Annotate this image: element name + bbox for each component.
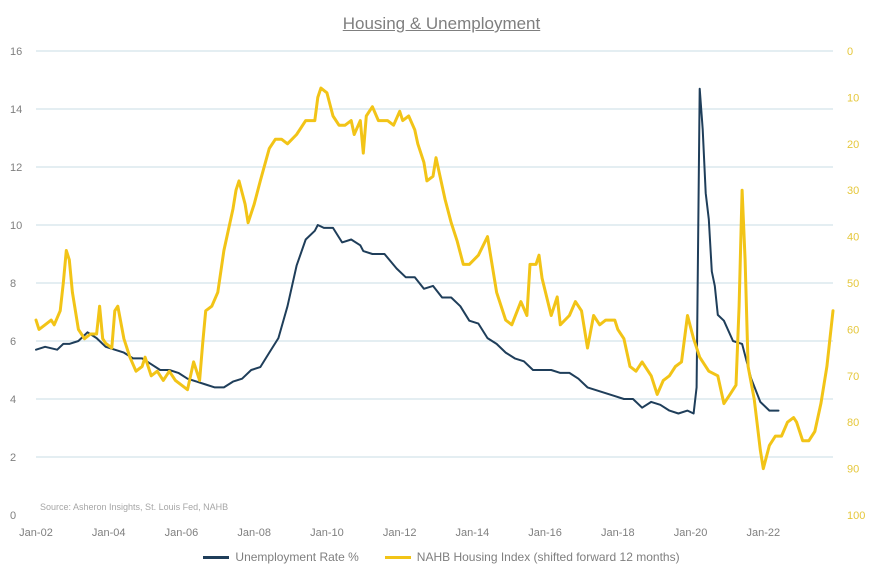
right-tick-label-10: 10: [847, 92, 859, 104]
unemployment-line: [35, 87, 780, 415]
legend-item-nahb: NAHB Housing Index (shifted forward 12 m…: [384, 550, 680, 564]
left-tick-label-16: 16: [10, 46, 22, 58]
x-tick-label-Jan-18: Jan-18: [601, 527, 635, 539]
x-tick-label-Jan-12: Jan-12: [383, 527, 417, 539]
legend-swatch-nahb: [384, 555, 411, 559]
x-tick-label-Jan-16: Jan-16: [528, 527, 562, 539]
x-tick-label-Jan-06: Jan-06: [165, 527, 199, 539]
right-tick-label-70: 70: [847, 371, 859, 383]
left-tick-label-6: 6: [10, 336, 16, 348]
gridlines: [36, 50, 833, 458]
right-tick-label-60: 60: [847, 324, 859, 336]
legend: Unemployment Rate % NAHB Housing Index (…: [0, 550, 883, 564]
right-tick-label-80: 80: [847, 417, 859, 429]
x-tick-label-Jan-04: Jan-04: [92, 527, 126, 539]
right-tick-label-30: 30: [847, 185, 859, 197]
right-axis-ticks: 0 10 20 30 40 50 60 70 80 90 100: [847, 46, 865, 522]
source-note: Source: Asheron Insights, St. Louis Fed,…: [40, 502, 228, 512]
right-tick-label-100: 100: [847, 510, 865, 522]
left-tick-label-2: 2: [10, 452, 16, 464]
left-axis-ticks: 0 2 4 6 8 10 12 14 16: [10, 46, 22, 522]
left-tick-label-12: 12: [10, 162, 22, 174]
left-tick-label-8: 8: [10, 278, 16, 290]
right-tick-label-0: 0: [847, 46, 853, 58]
right-tick-label-50: 50: [847, 278, 859, 290]
series-lines: [34, 86, 835, 471]
x-tick-label-Jan-14: Jan-14: [456, 527, 490, 539]
chart-title: Housing & Unemployment: [342, 14, 541, 33]
left-tick-label-0: 0: [10, 510, 16, 522]
x-tick-label-Jan-02: Jan-02: [19, 527, 53, 539]
right-tick-label-90: 90: [847, 464, 859, 476]
right-tick-label-20: 20: [847, 139, 859, 151]
x-tick-label-Jan-22: Jan-22: [746, 527, 780, 539]
legend-item-unemployment: Unemployment Rate %: [203, 550, 359, 564]
x-tick-label-Jan-20: Jan-20: [674, 527, 708, 539]
left-tick-label-4: 4: [10, 394, 16, 406]
nahb-housing-line: [34, 86, 835, 471]
x-tick-label-Jan-10: Jan-10: [310, 527, 344, 539]
legend-label-unemployment: Unemployment Rate %: [235, 550, 359, 564]
x-axis-ticks: Jan-02 Jan-04 Jan-06 Jan-08 Jan-10 Jan-12 Jan-…: [19, 527, 780, 539]
x-tick-label-Jan-08: Jan-08: [237, 527, 271, 539]
left-tick-label-14: 14: [10, 104, 22, 116]
legend-swatch-unemployment: [203, 555, 230, 559]
left-tick-label-10: 10: [10, 220, 22, 232]
right-tick-label-40: 40: [847, 232, 859, 244]
legend-label-nahb: NAHB Housing Index (shifted forward 12 m…: [416, 550, 680, 564]
